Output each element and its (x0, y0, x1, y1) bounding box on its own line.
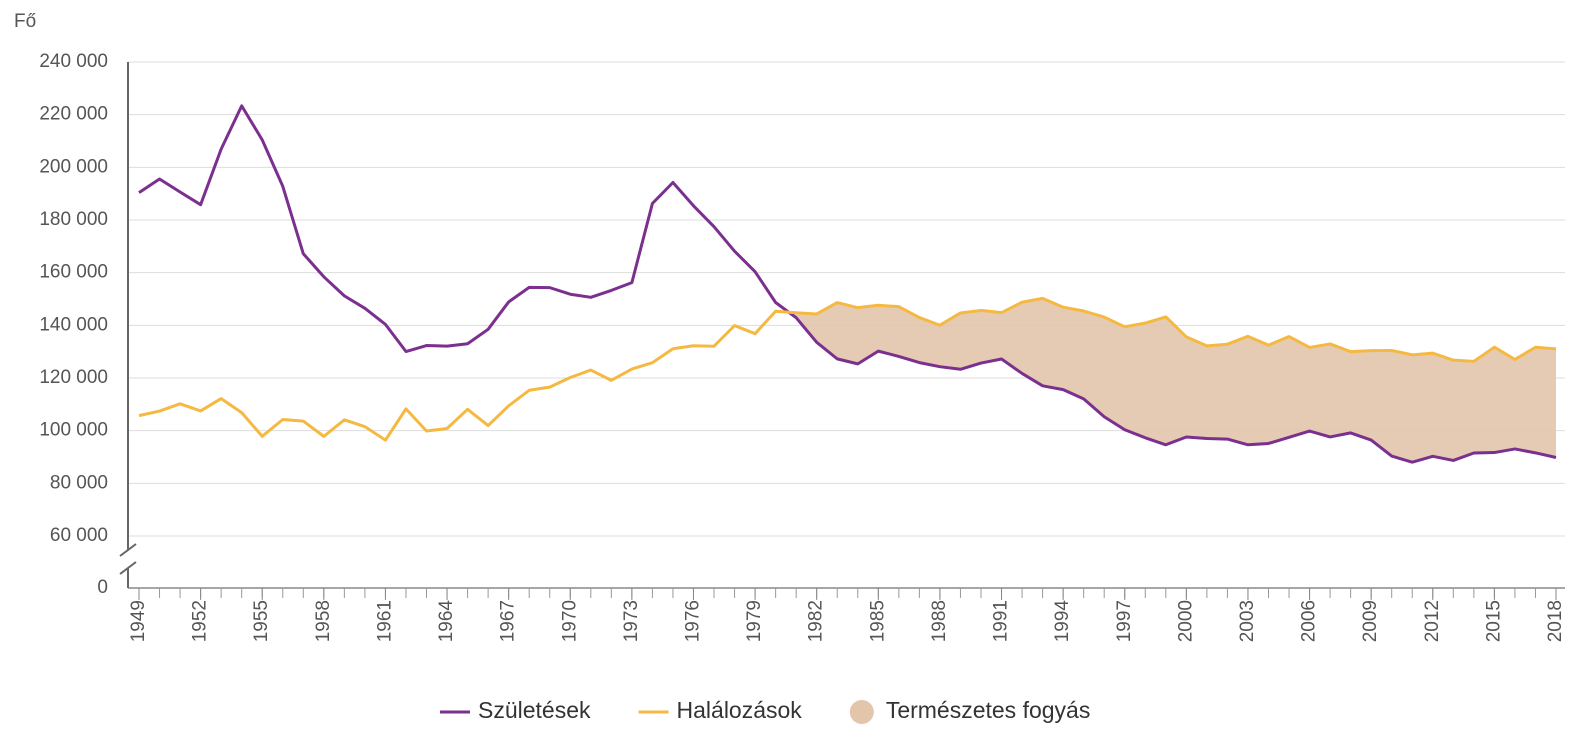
x-tick-label: 2018 (1545, 600, 1566, 642)
legend-label: Természetes fogyás (886, 697, 1091, 723)
natural-decrease-area (139, 298, 1556, 463)
x-tick-label: 1994 (1052, 600, 1073, 643)
legend-swatch (849, 700, 874, 724)
y-tick-label: 220 000 (39, 104, 108, 125)
y-tick-label: 140 000 (39, 314, 108, 335)
x-tick-label: 1985 (867, 600, 888, 642)
x-tick-label: 1949 (128, 600, 149, 642)
x-tick-label: 1979 (744, 600, 765, 642)
y-tick-label: 0 (97, 577, 108, 598)
x-tick-label: 1961 (374, 600, 395, 642)
legend-label: Halálozások (677, 697, 803, 723)
y-tick-label: 100 000 (39, 420, 108, 441)
y-tick-label: 160 000 (39, 262, 108, 283)
y-tick-label: 240 000 (39, 51, 108, 72)
y-tick-label: 80 000 (50, 472, 108, 493)
x-tick-label: 1997 (1114, 600, 1135, 642)
x-tick-label: 1976 (682, 600, 703, 642)
x-tick-label: 1973 (621, 600, 642, 642)
legend-label: Születések (478, 697, 591, 723)
x-tick-label: 1955 (251, 600, 272, 642)
x-tick-label: 2006 (1299, 600, 1320, 642)
x-tick-label: 2015 (1483, 600, 1504, 642)
x-tick-label: 2000 (1175, 600, 1196, 642)
x-tick-label: 2009 (1360, 600, 1381, 642)
series-line (138, 296, 1557, 442)
x-tick-label: 1952 (190, 600, 211, 642)
x-tick-label: 1958 (313, 600, 334, 642)
y-tick-label: 180 000 (39, 209, 108, 230)
x-tick-label: 1964 (436, 600, 457, 643)
x-tick-label: 1991 (991, 600, 1012, 642)
axis-break (119, 543, 137, 575)
series-line (138, 104, 1557, 464)
x-tick-label: 1970 (559, 600, 580, 642)
y-tick-label: 200 000 (39, 156, 108, 177)
y-axis-label: Fő (14, 11, 36, 32)
x-tick-label: 2003 (1237, 600, 1258, 642)
x-tick-label: 1967 (498, 600, 519, 642)
x-tick-label: 1982 (806, 600, 827, 642)
x-tick-label: 1988 (929, 600, 950, 642)
x-tick-label: 2012 (1422, 600, 1443, 642)
y-tick-label: 60 000 (50, 525, 108, 546)
y-tick-label: 120 000 (39, 367, 108, 388)
